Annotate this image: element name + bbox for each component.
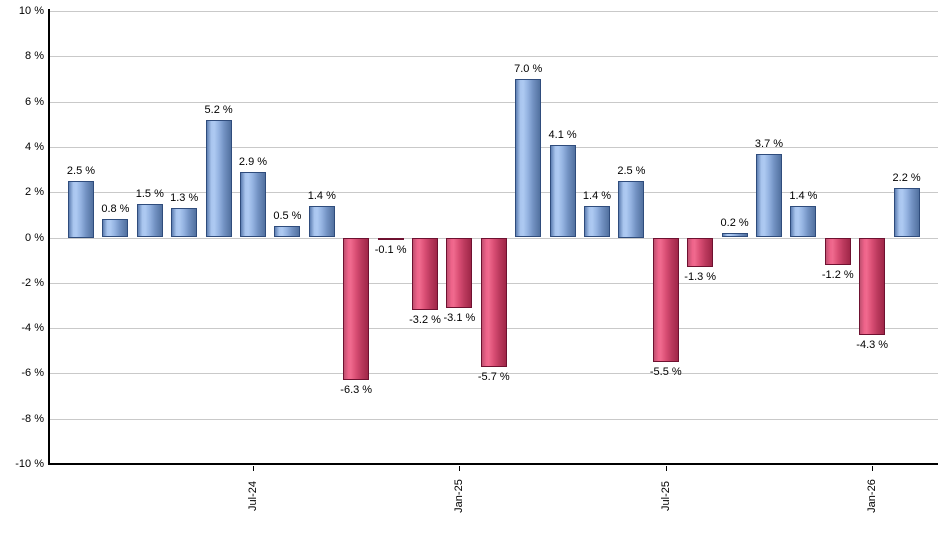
bar — [893, 187, 920, 238]
y-axis-tick-label: 0 % — [25, 231, 44, 244]
bar-value-label: 3.7 % — [754, 137, 784, 150]
x-axis-tick-mark — [872, 466, 874, 471]
bar — [721, 232, 748, 238]
bar-value-label: 2.5 % — [66, 164, 96, 177]
y-axis-tick-label: 4 % — [25, 140, 44, 153]
gridline — [50, 146, 938, 148]
bar-value-label: 1.4 % — [789, 189, 818, 202]
gridline — [50, 418, 938, 420]
bar — [824, 237, 851, 265]
gridline — [50, 373, 938, 375]
bar-value-label: -5.7 % — [477, 370, 510, 383]
bar-value-label: -1.3 % — [684, 270, 717, 283]
gridline — [50, 11, 938, 12]
bar-value-label: -4.3 % — [856, 338, 889, 351]
y-axis-tick-label: 10 % — [18, 5, 44, 17]
y-axis-tick-label: 6 % — [25, 95, 44, 108]
bar — [515, 78, 542, 238]
x-axis-tick-label: Jan-25 — [453, 479, 466, 513]
bar — [756, 153, 782, 238]
bar — [687, 237, 714, 267]
bar-value-label: -6.3 % — [340, 384, 373, 397]
x-axis-tick-label: Jul-24 — [247, 481, 259, 511]
bar — [618, 180, 645, 238]
bar-value-label: 1.3 % — [170, 192, 199, 205]
bar — [171, 208, 198, 238]
gridline — [50, 192, 938, 194]
bar — [412, 237, 438, 310]
y-axis-tick-label: 2 % — [25, 186, 44, 199]
bar-value-label: 2.9 % — [238, 155, 268, 168]
bar-value-label: 4.1 % — [548, 128, 577, 141]
x-axis-tick-mark — [665, 466, 667, 471]
plot-area: 2.5 % 0.8 % 1.5 % 1.3 % 5.2 % 2.9 % 0.5 % 1.4 %… — [50, 11, 938, 464]
bar-value-label: 1.4 % — [582, 189, 612, 202]
bar-value-label: -5.5 % — [649, 366, 682, 379]
bar — [136, 203, 163, 238]
x-axis-tick-mark — [253, 466, 254, 471]
x-axis-line — [48, 463, 938, 465]
bar — [308, 205, 335, 238]
gridline — [50, 56, 938, 58]
bar-value-label: 0.5 % — [273, 210, 302, 223]
bar-value-label: -3.1 % — [443, 311, 476, 324]
bar — [584, 205, 610, 238]
bar-value-label: -3.2 % — [409, 313, 441, 326]
y-axis-tick-label: -8 % — [21, 412, 44, 425]
gridline — [50, 101, 938, 103]
bar — [377, 237, 404, 240]
bar-value-label: 2.2 % — [892, 171, 921, 184]
bar-value-label: -1.2 % — [821, 268, 854, 281]
x-axis-tick-label: Jul-25 — [659, 481, 672, 511]
bar — [274, 226, 301, 238]
y-axis-line — [48, 9, 50, 465]
bar-value-label: 1.4 % — [307, 189, 336, 202]
y-axis-tick-label: 8 % — [25, 50, 44, 63]
y-axis-tick-label: -2 % — [21, 276, 44, 289]
bar — [859, 237, 886, 335]
bar-value-label: 0.2 % — [720, 216, 749, 229]
bar — [343, 237, 370, 381]
x-axis-tick-label: Jan-26 — [866, 479, 879, 513]
bar-value-label: 5.2 % — [204, 103, 233, 116]
bar — [68, 180, 94, 238]
bar-value-label: 1.5 % — [135, 187, 164, 200]
y-axis-tick-label: -10 % — [15, 458, 44, 470]
bar — [790, 205, 817, 238]
bar — [446, 237, 473, 308]
bar — [549, 144, 576, 238]
bar-value-label: -0.1 % — [374, 243, 407, 256]
bar — [480, 237, 507, 367]
y-axis-tick-label: -6 % — [21, 367, 44, 380]
bar-value-label: 7.0 % — [514, 62, 543, 75]
bar — [205, 119, 232, 238]
bar — [240, 171, 266, 238]
bar-value-label: 0.8 % — [101, 203, 130, 216]
bar-value-label: 2.5 % — [617, 164, 646, 177]
bar — [102, 219, 129, 238]
bar — [652, 237, 679, 363]
x-axis-tick-mark — [459, 466, 461, 471]
y-axis-tick-label: -4 % — [21, 322, 44, 335]
